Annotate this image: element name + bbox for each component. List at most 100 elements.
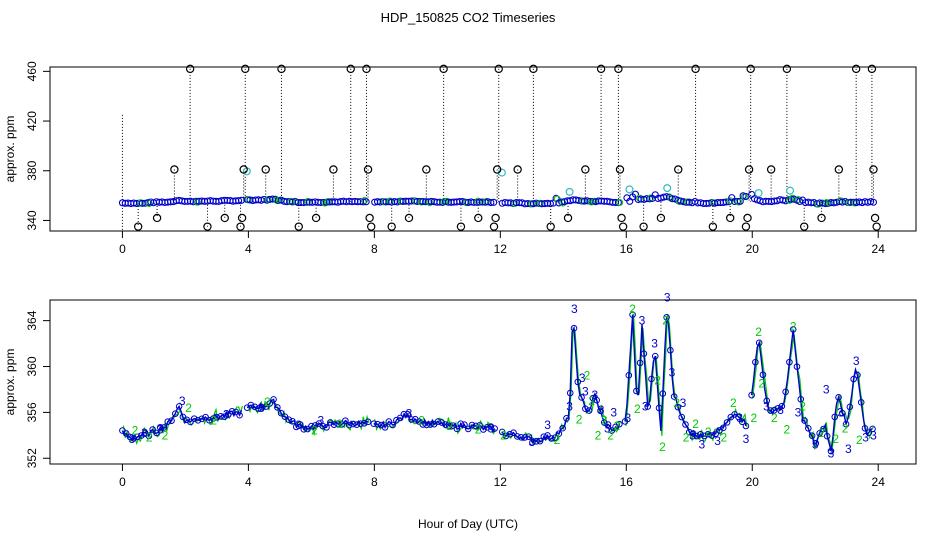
series-point bbox=[640, 350, 648, 357]
series-point bbox=[770, 406, 778, 414]
outlier-point bbox=[726, 213, 735, 223]
series-point bbox=[801, 417, 808, 424]
series-point bbox=[808, 432, 816, 439]
series-point bbox=[748, 391, 755, 399]
outlier-point bbox=[170, 165, 179, 174]
outlier-point bbox=[639, 222, 648, 231]
series-point bbox=[374, 420, 381, 428]
digit-label: 3 bbox=[795, 405, 802, 419]
digit-label: 3 bbox=[141, 426, 148, 440]
series-point bbox=[187, 418, 194, 426]
cyan-point bbox=[754, 189, 763, 198]
digit-label: 3 bbox=[610, 405, 617, 419]
digit-label: 3 bbox=[223, 408, 230, 422]
series-point bbox=[797, 395, 805, 403]
series-point bbox=[221, 413, 228, 420]
digit-label: 3 bbox=[680, 396, 687, 410]
series-point bbox=[648, 375, 655, 383]
series-point bbox=[427, 421, 434, 428]
series-point bbox=[667, 346, 674, 354]
series-point bbox=[370, 420, 378, 427]
series-point bbox=[453, 425, 461, 433]
bottom-y-tick-label: 356 bbox=[25, 402, 39, 422]
bottom-x-tick-label: 12 bbox=[494, 475, 508, 489]
digit-label: 3 bbox=[763, 400, 770, 414]
outlier-point bbox=[546, 222, 555, 231]
digit-label: 3 bbox=[295, 418, 302, 432]
series-point bbox=[490, 198, 498, 206]
series-point bbox=[251, 403, 258, 411]
outlier-point bbox=[708, 222, 718, 231]
outlier-point bbox=[362, 64, 371, 74]
digit-label: 2 bbox=[162, 428, 169, 442]
plot-frame-bottom bbox=[49, 299, 917, 465]
digit-label: 3 bbox=[582, 385, 589, 399]
series-point bbox=[759, 371, 767, 379]
outlier-point bbox=[870, 213, 880, 223]
digit-label: 3 bbox=[157, 423, 164, 437]
series-point bbox=[487, 199, 495, 207]
series-point bbox=[735, 413, 742, 421]
series-point bbox=[364, 418, 372, 426]
series-point bbox=[659, 390, 667, 397]
series-point bbox=[739, 192, 747, 200]
series-point bbox=[277, 409, 285, 417]
series-point bbox=[867, 198, 875, 206]
digit-label: 3 bbox=[736, 411, 743, 425]
series-point bbox=[270, 396, 277, 403]
series-point bbox=[224, 411, 232, 418]
top-x-tick-label: 16 bbox=[620, 242, 634, 256]
digit-label: 3 bbox=[571, 302, 578, 316]
x-axis-label: Hour of Day (UTC) bbox=[418, 517, 518, 531]
top-x-tick-label: 12 bbox=[494, 242, 508, 256]
digit-label: 3 bbox=[639, 314, 646, 328]
series-point bbox=[812, 440, 820, 447]
series-point-alt bbox=[837, 197, 845, 205]
digit-label: 2 bbox=[790, 319, 797, 333]
series-point bbox=[308, 422, 315, 430]
series-point bbox=[719, 424, 727, 432]
series-point bbox=[578, 394, 585, 401]
series-point bbox=[670, 393, 678, 400]
series-point bbox=[296, 421, 304, 428]
series-point bbox=[521, 434, 529, 441]
digit-label: 3 bbox=[699, 438, 706, 452]
series-point bbox=[736, 197, 744, 205]
outlier-point bbox=[869, 165, 878, 174]
series-point bbox=[434, 418, 442, 425]
digit-label: 2 bbox=[842, 421, 849, 435]
top-x-tick-label: 8 bbox=[371, 242, 378, 256]
series-point bbox=[774, 404, 782, 412]
series-point bbox=[213, 414, 221, 421]
digit-label: 2 bbox=[856, 433, 863, 447]
series-point bbox=[389, 421, 396, 429]
series-point bbox=[566, 389, 574, 397]
top-y-tick-label: 460 bbox=[25, 61, 39, 81]
outlier-point bbox=[239, 165, 248, 174]
series-point bbox=[381, 424, 389, 431]
digit-label: 3 bbox=[129, 432, 136, 446]
series-point bbox=[548, 435, 555, 442]
series-point bbox=[621, 418, 629, 425]
digit-label: 3 bbox=[862, 431, 869, 445]
outlier-point bbox=[494, 64, 503, 74]
series-point-alt bbox=[474, 197, 482, 205]
outlier-point bbox=[817, 213, 826, 223]
series-point bbox=[663, 314, 670, 321]
series-point bbox=[258, 404, 266, 411]
digit-label: 3 bbox=[591, 388, 598, 402]
outlier-point bbox=[404, 213, 414, 223]
outlier-point bbox=[236, 222, 245, 231]
series-line-blue bbox=[246, 398, 369, 431]
series-point bbox=[126, 433, 134, 441]
digit-label: 3 bbox=[853, 354, 860, 368]
series-point bbox=[404, 410, 412, 418]
outlier-point bbox=[294, 222, 303, 231]
top-x-tick-label: 20 bbox=[746, 242, 760, 256]
series-point bbox=[600, 419, 608, 426]
series-point bbox=[360, 419, 368, 427]
series-point bbox=[396, 414, 404, 422]
y-axis-top: 340 380 420 460 bbox=[25, 61, 50, 230]
digit-label: 2 bbox=[629, 302, 636, 316]
digit-label: 2 bbox=[418, 413, 425, 427]
